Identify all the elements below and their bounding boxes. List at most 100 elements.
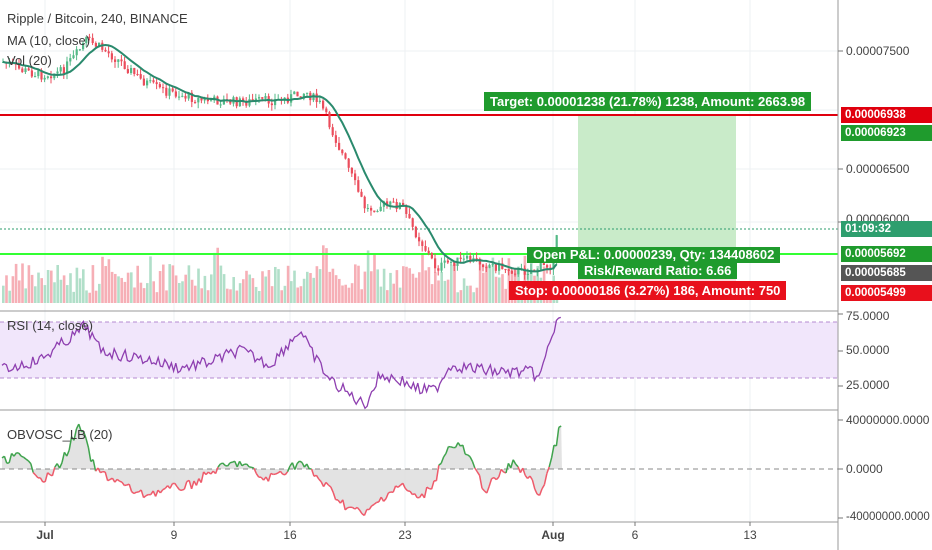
time-label: 13 [743,528,757,542]
obv-segment [412,493,416,496]
obv-segment [440,456,445,464]
volume-bar [216,247,219,303]
obv-segment [325,481,329,486]
obv-segment [291,462,296,470]
volume-bar [485,265,488,303]
stop-label[interactable]: Stop: 0.00000186 (3.27%) 186, Amount: 75… [509,281,787,300]
volume-bar [386,290,389,303]
candle-body [24,68,27,73]
candle-body [46,76,49,78]
obv-segment [119,480,123,483]
volume-bar [94,290,98,303]
candle-body [328,112,331,128]
volume-bar [469,285,472,303]
candle-body [72,55,75,59]
candle-body [469,255,472,262]
volume-bar [405,266,408,303]
candle-body [498,263,501,271]
candle-body [501,263,504,270]
volume-bar [238,283,242,303]
candle-body [181,95,184,97]
volume-bar [46,270,50,303]
obv-segment [253,467,258,475]
obv-segment [109,477,113,481]
candle-body [504,269,507,271]
obv-segment [478,475,483,489]
volume-bar [251,278,255,303]
risk-reward-label[interactable]: Risk/Reward Ratio: 6.66 [578,263,738,279]
obv-segment [131,491,135,495]
obv-segment [510,459,514,469]
volume-bar [427,267,431,303]
obv-segment [225,464,228,467]
candle-body [203,98,206,101]
obv-segment [18,452,22,457]
candle-body [478,259,481,265]
volume-bar [219,265,223,303]
obv-segment [121,481,126,486]
symbol-title[interactable]: Ripple / Bitcoin, 240, BINANCE [7,11,188,26]
profit-zone[interactable] [578,115,736,254]
obv-segment [402,482,406,489]
rsi-legend[interactable]: RSI (14, close) [7,318,93,333]
ma-legend[interactable]: MA (10, close) [7,33,91,48]
candle-body [21,68,24,73]
obv-segment [344,507,349,511]
volume-bar [168,264,171,303]
volume-bar [478,258,482,303]
candle-body [446,260,449,263]
volume-bar [53,282,56,303]
candle-body [507,269,510,272]
candle-body [162,87,165,89]
obv-segment [51,466,56,476]
volume-bar [270,286,274,303]
volume-bar [146,283,149,303]
volume-bar [491,257,495,303]
obv-segment [454,442,459,448]
volume-bar [437,280,440,303]
volume-bar [139,282,143,303]
obv-segment [66,449,70,457]
candle-body [392,201,395,203]
volume-bar [347,287,351,303]
obv-area [2,424,562,516]
volume-bar [136,265,139,303]
volume-bar [366,250,370,303]
target-label[interactable]: Target: 0.00001238 (21.78%) 1238, Amount… [484,92,812,111]
time-label: Aug [541,528,565,542]
candle-body [261,97,264,99]
candle-body [200,97,203,101]
candle-body [293,91,296,95]
obv-segment [313,474,317,477]
volume-bar [370,271,373,303]
volume-legend[interactable]: Vol (20) [7,53,52,68]
volume-bar [264,276,267,303]
obv-segment [220,462,224,465]
obv-segment [548,457,553,468]
obv-segment [534,488,538,495]
volume-bar [267,270,271,303]
obv-segment [383,498,387,502]
obv-segment [275,472,279,475]
obv-segment [104,471,109,481]
candle-body [142,78,145,86]
volume-bar [459,290,463,303]
moving-average-line [2,43,558,273]
open-pl-label[interactable]: Open P&L: 0.00000239, Qty: 134408602 [527,247,781,263]
candle-body [206,98,209,102]
obv-segment [414,493,418,499]
obv-legend[interactable]: OBVOSC_LB (20) [7,427,113,442]
candle-body [88,36,91,38]
candle-body [488,264,491,268]
obv-segment [296,460,301,464]
volume-bar [379,286,383,303]
candle-body [69,58,72,62]
volume-bar [395,270,399,303]
candle-body [152,80,155,83]
candle-body [306,92,309,94]
volume-bar [309,273,312,303]
candle-body [27,68,30,71]
obv-segment [409,490,414,496]
obv-segment [78,423,82,432]
